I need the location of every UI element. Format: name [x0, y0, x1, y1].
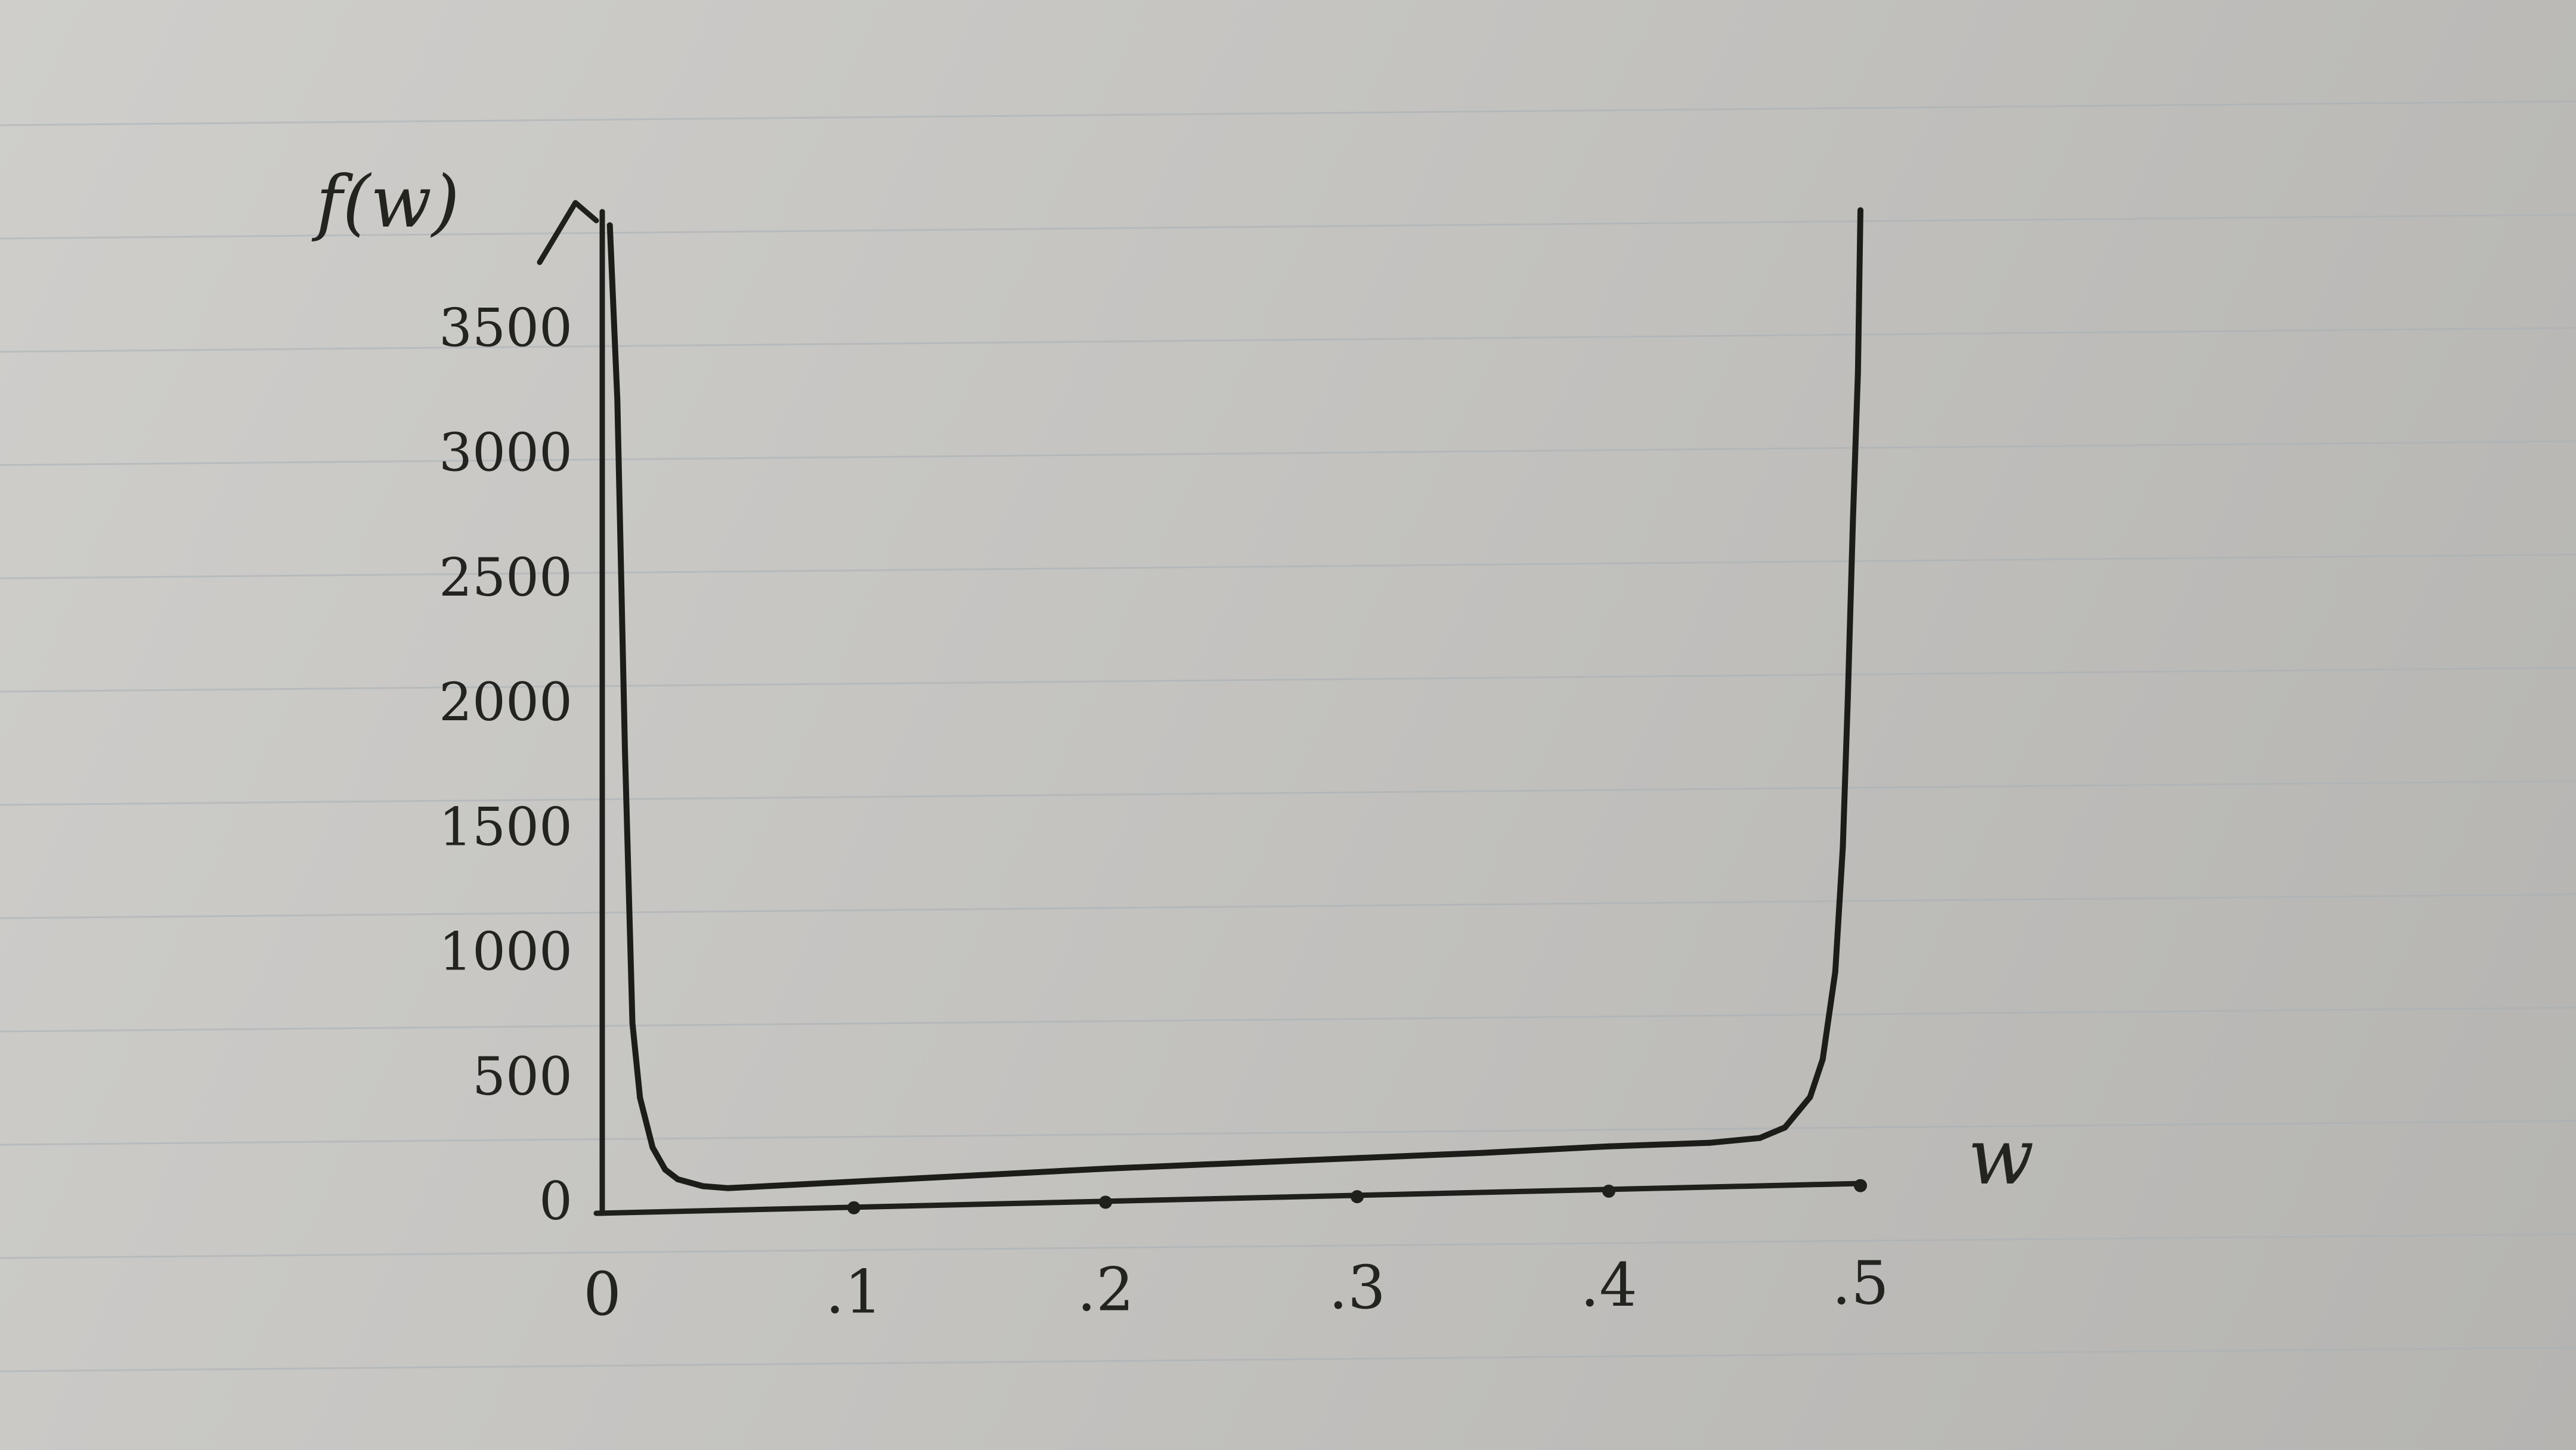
- ruled-line: [0, 1346, 2576, 1372]
- data-point: [637, 1095, 643, 1101]
- x-tick-label: .4: [1580, 1250, 1637, 1320]
- data-point: [1840, 844, 1846, 850]
- data-point: [614, 396, 621, 403]
- ruled-line: [0, 327, 2576, 353]
- x-tick-mark: [847, 1201, 860, 1214]
- data-point: [662, 1166, 668, 1173]
- x-tick-mark: [1099, 1195, 1112, 1209]
- ruled-line: [0, 213, 2576, 240]
- y-tick-label: 2500: [439, 547, 572, 608]
- y-axis-label: f(w): [311, 161, 460, 244]
- data-point: [1706, 1139, 1713, 1146]
- x-tick-label: .1: [825, 1257, 882, 1327]
- x-tick-mark: [1854, 1179, 1867, 1192]
- data-point: [606, 222, 613, 228]
- data-point: [1850, 519, 1856, 525]
- x-tick-label: .2: [1077, 1255, 1134, 1325]
- y-axis-ticks: 0 500 1000 1500 2000 2500 3000 3500: [439, 298, 572, 1232]
- data-point: [725, 1185, 731, 1191]
- data-point: [1819, 1056, 1826, 1062]
- x-axis-label: w: [1968, 1111, 2034, 1202]
- y-tick-label: 500: [472, 1046, 572, 1107]
- x-tick-mark: [1602, 1184, 1615, 1198]
- y-axis-arrowhead: [537, 200, 599, 265]
- x-tick-label: .3: [1329, 1253, 1385, 1322]
- series-points: [606, 207, 1863, 1191]
- data-point: [1857, 207, 1863, 213]
- data-point: [649, 1144, 656, 1151]
- ruled-line: [0, 893, 2576, 919]
- ruled-line: [0, 100, 2576, 126]
- data-point: [1757, 1135, 1763, 1141]
- data-point: [1844, 694, 1851, 701]
- data-point: [1103, 1166, 1109, 1172]
- series-line: [606, 207, 1863, 1191]
- y-tick-label: 0: [539, 1170, 572, 1232]
- data-point: [851, 1178, 857, 1185]
- data-point: [1832, 968, 1838, 975]
- ruled-line: [0, 1006, 2576, 1033]
- data-point: [977, 1172, 983, 1178]
- x-tick-label: .5: [1832, 1248, 1888, 1318]
- data-point: [629, 1020, 636, 1026]
- y-tick-label: 3000: [439, 422, 572, 484]
- x-tick-mark: [1351, 1190, 1364, 1204]
- x-axis-ticks: 0 .1 .2 .3 .4 .5: [583, 1179, 1889, 1329]
- data-point: [674, 1176, 681, 1182]
- data-point: [1606, 1143, 1612, 1150]
- notebook-ruled-lines: [0, 100, 2576, 1372]
- data-point: [1480, 1150, 1486, 1156]
- y-tick-label: 3500: [439, 298, 572, 359]
- data-point: [1782, 1124, 1788, 1131]
- ruled-line: [0, 780, 2576, 806]
- ruled-line: [0, 1233, 2576, 1259]
- data-point: [1354, 1155, 1360, 1161]
- ruled-line: [0, 553, 2576, 580]
- ruled-line: [0, 667, 2576, 693]
- data-point: [699, 1183, 706, 1189]
- data-point: [1807, 1093, 1813, 1100]
- x-axis-line: [593, 1181, 1863, 1216]
- data-point: [1228, 1160, 1234, 1167]
- y-tick-label: 1000: [439, 921, 572, 983]
- y-tick-label: 1500: [439, 796, 572, 857]
- ruled-line: [0, 1120, 2576, 1146]
- data-point: [621, 746, 628, 752]
- y-tick-label: 2000: [439, 671, 572, 733]
- x-tick-label: 0: [583, 1259, 621, 1329]
- ruled-line: [0, 440, 2576, 466]
- data-point: [1854, 369, 1861, 376]
